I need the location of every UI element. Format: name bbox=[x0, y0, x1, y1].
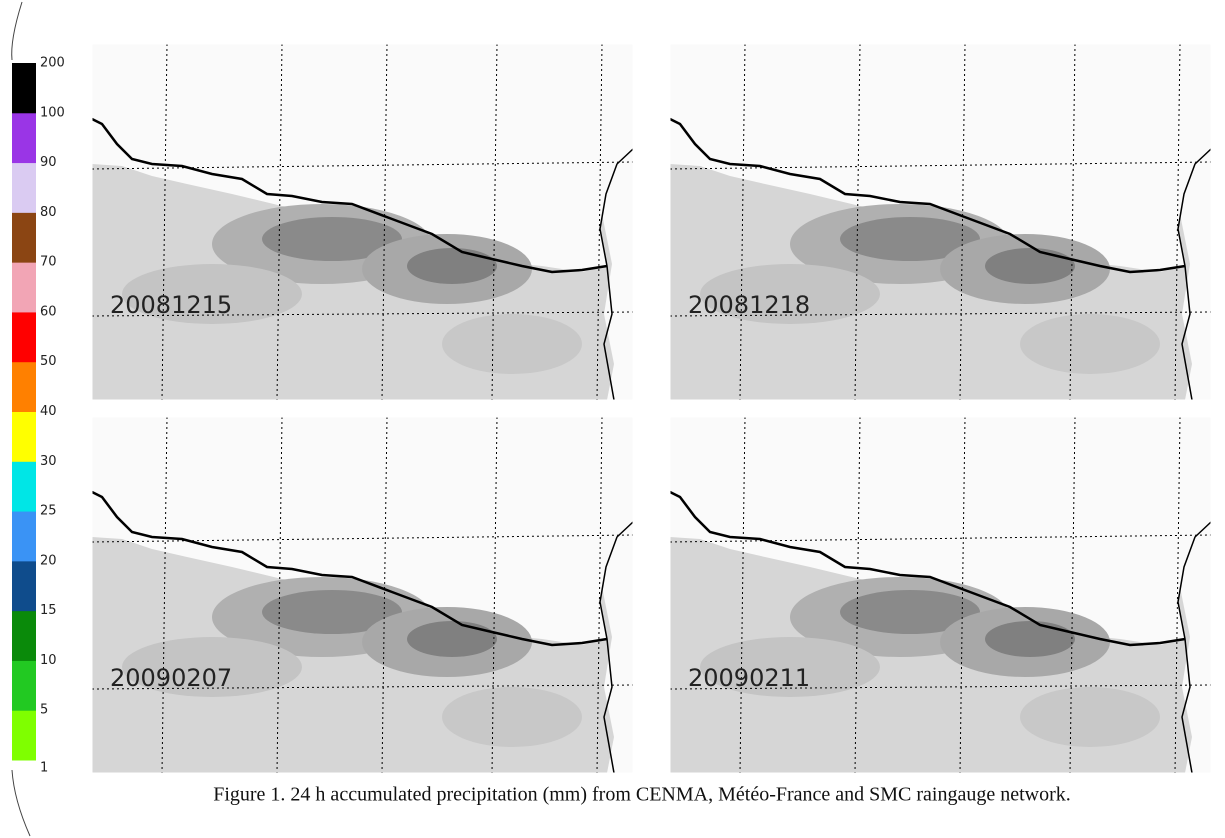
page: 151015202530405060708090100200 200812152… bbox=[0, 0, 1225, 838]
map-panel: 20090211 bbox=[670, 417, 1211, 773]
colorbar-swatch bbox=[12, 63, 36, 113]
colorbar-swatch bbox=[12, 710, 36, 760]
bracket bbox=[12, 770, 30, 836]
map-panel: 20081218 bbox=[670, 44, 1211, 400]
bracket bbox=[12, 2, 22, 60]
colorbar-label: 30 bbox=[40, 454, 57, 469]
colorbar-label: 90 bbox=[40, 155, 57, 170]
colorbar-label: 80 bbox=[40, 205, 57, 220]
colorbar-label: 40 bbox=[40, 404, 57, 419]
date-label: 20090207 bbox=[110, 664, 232, 692]
date-label: 20081215 bbox=[110, 291, 232, 319]
terrain bbox=[670, 44, 1211, 400]
panels: 20081215 20081218 20090207 20090211 bbox=[92, 44, 1211, 773]
colorbar-swatch bbox=[12, 660, 36, 710]
colorbar-label: 70 bbox=[40, 255, 57, 270]
colorbar-label: 15 bbox=[40, 603, 57, 618]
colorbar-swatch bbox=[12, 611, 36, 661]
figure: 151015202530405060708090100200 200812152… bbox=[0, 0, 1225, 838]
colorbar-label: 200 bbox=[40, 56, 65, 71]
colorbar-swatch bbox=[12, 262, 36, 312]
terrain bbox=[670, 417, 1211, 773]
colorbar-swatch bbox=[12, 212, 36, 262]
date-label: 20090211 bbox=[688, 664, 810, 692]
colorbar-label: 60 bbox=[40, 304, 57, 319]
colorbar-swatch bbox=[12, 113, 36, 163]
colorbar-swatch bbox=[12, 362, 36, 412]
colorbar-label: 25 bbox=[40, 504, 57, 519]
colorbar-swatch bbox=[12, 461, 36, 511]
map-panel: 20090207 bbox=[92, 417, 633, 773]
map-panel: 20081215 bbox=[92, 44, 633, 400]
terrain bbox=[92, 44, 633, 400]
caption: Figure 1. 24 h accumulated precipitation… bbox=[213, 784, 1071, 806]
date-label: 20081218 bbox=[688, 291, 810, 319]
colorbar-label: 20 bbox=[40, 553, 57, 568]
colorbar-label: 1 bbox=[40, 761, 48, 776]
colorbar-swatch bbox=[12, 561, 36, 611]
colorbar-swatch bbox=[12, 412, 36, 462]
terrain bbox=[92, 417, 633, 773]
colorbar-swatch bbox=[12, 511, 36, 561]
colorbar-label: 5 bbox=[40, 703, 48, 718]
colorbar-swatch bbox=[12, 163, 36, 213]
colorbar-label: 100 bbox=[40, 105, 65, 120]
colorbar-label: 50 bbox=[40, 354, 57, 369]
colorbar-label: 10 bbox=[40, 653, 57, 668]
colorbar-swatch bbox=[12, 312, 36, 362]
